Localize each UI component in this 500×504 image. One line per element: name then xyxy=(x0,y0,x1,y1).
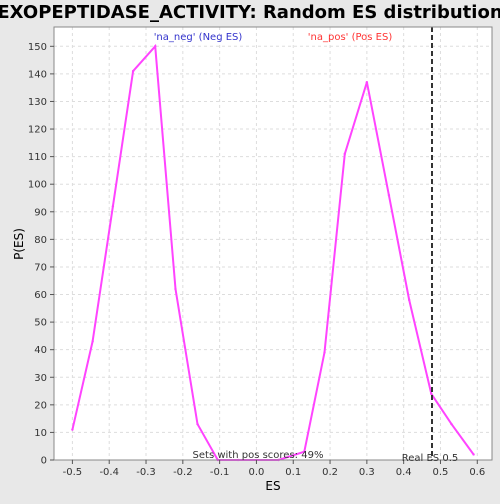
x-tick-label: -0.5 xyxy=(63,467,83,478)
data-point xyxy=(407,298,411,302)
data-point xyxy=(387,194,391,197)
x-tick-label: 0.3 xyxy=(359,467,375,478)
x-tick-label: 0.2 xyxy=(322,467,338,478)
data-point xyxy=(365,80,369,84)
data-point xyxy=(71,428,74,431)
data-point xyxy=(196,422,199,426)
x-tick-label: 0.0 xyxy=(248,467,264,478)
data-point xyxy=(472,453,475,456)
y-tick-label: 10 xyxy=(34,428,47,439)
data-point xyxy=(343,152,346,156)
y-tick-label: 140 xyxy=(28,69,47,80)
x-tick-label: -0.4 xyxy=(99,467,119,478)
data-point xyxy=(174,287,177,291)
x-tick-label: 0.4 xyxy=(396,467,412,478)
y-axis-label: P(ES) xyxy=(12,228,26,260)
pos-es-label: 'na_pos' (Pos ES) xyxy=(308,32,393,43)
x-tick-label: 0.6 xyxy=(469,467,485,478)
x-axis-label: ES xyxy=(265,479,280,493)
y-tick-label: 60 xyxy=(34,290,47,301)
plot-frame xyxy=(53,26,493,461)
y-tick-label: 0 xyxy=(41,456,47,467)
data-point xyxy=(154,45,157,48)
y-tick-label: 100 xyxy=(28,180,47,191)
y-tick-label: 70 xyxy=(34,262,47,273)
x-tick-label: -0.1 xyxy=(210,467,230,478)
data-point xyxy=(450,422,453,426)
x-axis: -0.5 -0.4 -0.3 -0.2 -0.1 0.0 0.1 0.2 0.3 0.4 0.5 0.… xyxy=(63,460,485,478)
data-point xyxy=(303,450,306,453)
y-tick-label: 120 xyxy=(28,125,47,136)
data-point xyxy=(111,205,115,208)
y-tick-label: 80 xyxy=(34,235,47,246)
data-point xyxy=(323,351,326,354)
neg-es-label: 'na_neg' (Neg ES) xyxy=(154,32,243,43)
x-tick-label: -0.2 xyxy=(173,467,193,478)
y-tick-label: 150 xyxy=(28,42,47,53)
real-es-label: Real ES 0.5 xyxy=(402,453,458,464)
chart-title: EXOPEPTIDASE_ACTIVITY: Random ES distrib… xyxy=(0,2,500,23)
y-tick-label: 40 xyxy=(34,345,47,356)
x-tick-label: 0.5 xyxy=(433,467,449,478)
data-point xyxy=(131,69,135,73)
data-point xyxy=(91,340,94,343)
plot-area xyxy=(54,27,492,460)
x-tick-label: 0.1 xyxy=(285,467,301,478)
pos-scores-label: Sets with pos scores: 49% xyxy=(193,450,324,461)
y-tick-label: 130 xyxy=(28,97,47,108)
y-tick-label: 90 xyxy=(34,207,47,218)
data-point xyxy=(430,392,433,396)
x-tick-label: -0.3 xyxy=(136,467,156,478)
y-tick-label: 20 xyxy=(34,400,47,411)
y-tick-label: 50 xyxy=(34,318,47,329)
y-tick-label: 110 xyxy=(28,152,47,163)
y-axis: 0 10 20 30 40 50 60 70 80 90 100 110 120 130 140 150 xyxy=(28,42,54,467)
y-tick-label: 30 xyxy=(34,373,47,384)
